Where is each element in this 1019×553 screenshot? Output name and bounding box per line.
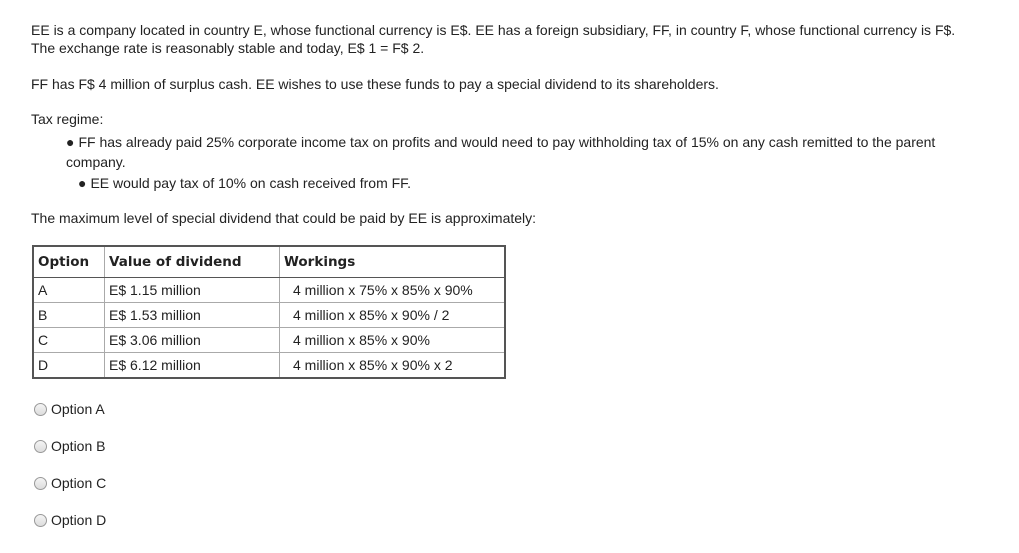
surplus-paragraph: FF has F$ 4 million of surplus cash. EE …	[31, 76, 719, 92]
table-row: D E$ 6.12 million 4 million x 85% x 90% x …	[32, 352, 506, 379]
table-row: C E$ 3.06 million 4 million x 85% x 90%	[32, 327, 506, 353]
intro-paragraph: EE is a company located in country E, wh…	[31, 22, 956, 56]
radio-icon[interactable]	[34, 402, 47, 416]
table-row: B E$ 1.53 million 4 million x 85% x 90% / …	[32, 302, 506, 328]
option-c-radio[interactable]: Option C	[34, 475, 106, 491]
radio-icon[interactable]	[34, 513, 47, 527]
bullet-icon: ●	[78, 175, 87, 191]
bullet-icon: ●	[66, 134, 75, 150]
radio-icon[interactable]	[34, 476, 47, 490]
option-a-radio[interactable]: Option A	[34, 401, 105, 417]
option-b-radio[interactable]: Option B	[34, 438, 105, 454]
bullet-item: ● FF has already paid 25% corporate incom…	[66, 134, 936, 170]
tax-heading: Tax regime:	[31, 111, 104, 127]
question-prompt: The maximum level of special dividend th…	[31, 210, 537, 226]
options-table: Option Value of dividend Workings A E$ 1.15…	[32, 245, 506, 379]
option-d-radio[interactable]: Option D	[34, 512, 106, 528]
bullet-item: ● EE would pay tax of 10% on cash receive…	[78, 175, 412, 191]
radio-icon[interactable]	[34, 439, 47, 453]
table-header: Option Value of dividend Workings	[32, 245, 506, 278]
table-row: A E$ 1.15 million 4 million x 75% x 85% x …	[32, 277, 506, 303]
